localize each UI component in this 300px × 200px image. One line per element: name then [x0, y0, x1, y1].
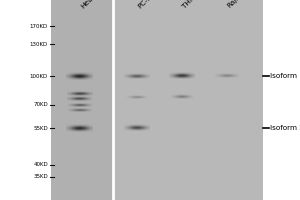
- Text: 55KD: 55KD: [33, 126, 48, 130]
- Text: 130KD: 130KD: [30, 42, 48, 46]
- Text: THP-1: THP-1: [182, 0, 201, 9]
- Bar: [0, 0, 51, 200]
- Bar: [51, 0, 112, 200]
- Text: 70KD: 70KD: [33, 102, 48, 108]
- Text: 40KD: 40KD: [33, 162, 48, 168]
- Text: 35KD: 35KD: [33, 174, 48, 180]
- Text: Isoform 1: Isoform 1: [270, 73, 300, 79]
- Text: HeLa: HeLa: [80, 0, 97, 9]
- Text: Raji: Raji: [226, 0, 240, 9]
- Text: 100KD: 100KD: [30, 73, 48, 78]
- Bar: [113, 0, 262, 200]
- Text: Isoform 2: Isoform 2: [270, 125, 300, 131]
- Text: PC-3: PC-3: [136, 0, 152, 9]
- Text: 170KD: 170KD: [30, 23, 48, 28]
